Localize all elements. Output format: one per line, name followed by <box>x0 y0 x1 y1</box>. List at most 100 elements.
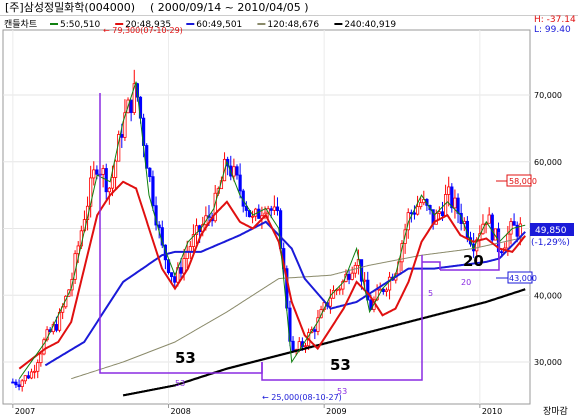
candle-body <box>151 176 155 207</box>
svg-text:43,000: 43,000 <box>509 274 537 283</box>
candle-body <box>440 211 445 217</box>
candle-body <box>238 174 242 192</box>
candle-body <box>23 375 27 382</box>
candle-body <box>182 258 186 274</box>
moving-average-lines <box>18 81 526 397</box>
wave-count-small-twenty: 20 <box>461 278 471 287</box>
x-axis: 2007 2008 2009 2010 <box>12 404 502 416</box>
candle-body <box>14 381 18 386</box>
candle-body <box>39 353 43 364</box>
ma60-line <box>44 220 526 367</box>
svg-text:58,000: 58,000 <box>509 177 537 186</box>
candle-body <box>113 160 118 178</box>
candle-body <box>42 339 46 355</box>
x-tick-label: 2008 <box>171 407 191 416</box>
wave-count-small-five: 5 <box>428 289 433 298</box>
x-tick-label: 2007 <box>15 407 35 416</box>
y-tick-label: 30,000 <box>534 358 562 367</box>
candle-body <box>173 276 177 283</box>
candle-body <box>487 214 491 224</box>
candle-body <box>232 166 236 177</box>
price-box-upper: 58,000 <box>496 174 537 187</box>
candle-body <box>447 186 451 195</box>
candle-body <box>437 211 441 214</box>
candle-body <box>11 381 15 384</box>
ma20-line <box>18 180 526 370</box>
candle-body <box>101 168 105 175</box>
candle-body <box>36 362 40 372</box>
chart-kind-label: 캔들차트 <box>4 18 37 30</box>
legend-entry: 20:48,935 <box>125 20 171 30</box>
legend-entry: 5:50,510 <box>60 20 101 30</box>
wave-count-big-twenty: 20 <box>463 252 484 270</box>
candle-body <box>235 166 239 176</box>
candle-body <box>123 112 127 138</box>
ma120-line <box>71 236 526 380</box>
candle-body <box>129 99 133 113</box>
candle-body <box>160 227 164 246</box>
candle-body <box>170 272 174 278</box>
candle-body <box>328 297 332 307</box>
candle-body <box>269 208 273 211</box>
candle-body <box>45 329 49 341</box>
candle-body <box>120 134 124 138</box>
candle-body <box>33 370 37 373</box>
candle-body <box>419 202 423 208</box>
wave-count-big-right: 53 <box>330 356 351 374</box>
candle-body <box>338 288 342 291</box>
wave-count-big-left: 53 <box>175 349 196 367</box>
candle-body <box>54 324 59 331</box>
candle-body <box>291 340 295 351</box>
candle-body <box>148 167 152 178</box>
candle-body <box>512 221 516 226</box>
max-price-label: ← 79,300(07-10-29) <box>103 26 183 35</box>
wave-count-small-left: 53 <box>175 379 185 388</box>
candle-body <box>313 329 317 332</box>
candle-body <box>303 345 308 348</box>
ma240-line <box>122 288 526 397</box>
x-tick-label: 2009 <box>326 407 346 416</box>
candle-body <box>384 289 389 292</box>
candle-body <box>191 234 196 247</box>
candle-body <box>132 83 136 113</box>
candle-body <box>26 375 31 379</box>
candle-body <box>412 212 417 215</box>
candle-body <box>450 186 454 209</box>
candle-body <box>92 169 96 179</box>
candle-body <box>331 290 336 299</box>
wave-count-small-right: 53 <box>337 387 347 396</box>
legend-entry: 60:49,501 <box>196 20 242 30</box>
grid-lines <box>3 30 530 404</box>
candle-body <box>475 239 479 252</box>
candle-body <box>509 221 513 235</box>
x-tick-label: 2010 <box>482 407 502 416</box>
ma5-line <box>18 81 526 379</box>
current-price-value: 49,850 <box>535 226 567 236</box>
annotation-bracket-right <box>261 255 423 381</box>
candle-body <box>381 288 385 292</box>
candle-body <box>107 187 111 193</box>
candle-body <box>490 214 494 241</box>
candle-body <box>145 145 149 169</box>
candle-body <box>29 371 34 379</box>
y-tick-label: 60,000 <box>534 158 562 167</box>
candle-body <box>272 206 276 211</box>
candle-body <box>387 276 392 291</box>
candle-body <box>244 205 248 211</box>
candle-body <box>347 273 351 280</box>
legend-entry: 240:40,919 <box>344 20 396 30</box>
price-box-lower: 43,000 <box>496 271 537 284</box>
change-percent: (-1,29%) <box>531 238 570 248</box>
min-price-label: ← 25,000(08-10-27) <box>262 393 342 402</box>
candle-body <box>378 288 382 291</box>
candle-body <box>350 272 354 280</box>
candle-body <box>89 177 93 207</box>
price-box-current: 49,850 (-1,29%) <box>530 223 574 248</box>
y-tick-label: 40,000 <box>534 291 562 300</box>
candle-body <box>257 208 261 219</box>
stock-title: [주]삼성정밀화학(004000) <box>5 1 135 14</box>
candle-body <box>250 215 255 218</box>
candle-body <box>500 251 504 254</box>
candle-body <box>341 281 345 290</box>
